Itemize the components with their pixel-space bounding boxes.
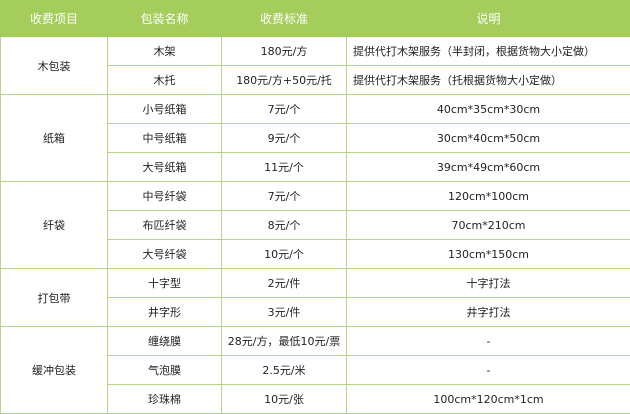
fee-standard-cell: 7元/个 [222, 182, 347, 211]
description-cell: 120cm*100cm [347, 182, 630, 211]
fee-standard-cell: 10元/张 [222, 385, 347, 414]
fee-standard-cell: 9元/个 [222, 124, 347, 153]
package-name-cell: 气泡膜 [108, 356, 222, 385]
description-cell: 130cm*150cm [347, 240, 630, 269]
package-name-cell: 中号纤袋 [108, 182, 222, 211]
package-name-cell: 中号纸箱 [108, 124, 222, 153]
description-cell: - [347, 356, 630, 385]
description-cell: 井字打法 [347, 298, 630, 327]
package-name-cell: 珍珠棉 [108, 385, 222, 414]
group-name: 木包装 [1, 37, 108, 95]
package-name-cell: 井字形 [108, 298, 222, 327]
package-name-cell: 布匹纤袋 [108, 211, 222, 240]
fee-standard-cell: 11元/个 [222, 153, 347, 182]
header-package-name: 包装名称 [108, 1, 222, 37]
description-cell: 70cm*210cm [347, 211, 630, 240]
fee-standard-cell: 180元/方+50元/托 [222, 66, 347, 95]
fee-standard-cell: 7元/个 [222, 95, 347, 124]
header-row: 收费项目 包装名称 收费标准 说明 [1, 1, 630, 37]
description-cell: 十字打法 [347, 269, 630, 298]
fee-standard-cell: 3元/件 [222, 298, 347, 327]
description-cell: 提供代打木架服务（半封闭，根据货物大小定做） [347, 37, 630, 66]
package-name-cell: 大号纤袋 [108, 240, 222, 269]
fee-standard-cell: 180元/方 [222, 37, 347, 66]
header-description: 说明 [347, 1, 630, 37]
header-fee-standard: 收费标准 [222, 1, 347, 37]
package-name-cell: 小号纸箱 [108, 95, 222, 124]
fee-standard-cell: 10元/个 [222, 240, 347, 269]
package-name-cell: 大号纸箱 [108, 153, 222, 182]
group-name: 纸箱 [1, 95, 108, 182]
package-name-cell: 十字型 [108, 269, 222, 298]
package-name-cell: 木架 [108, 37, 222, 66]
description-cell: - [347, 327, 630, 356]
description-cell: 39cm*49cm*60cm [347, 153, 630, 182]
description-cell: 40cm*35cm*30cm [347, 95, 630, 124]
package-name-cell: 缠绕膜 [108, 327, 222, 356]
description-cell: 100cm*120cm*1cm [347, 385, 630, 414]
fee-standard-cell: 28元/方，最低10元/票 [222, 327, 347, 356]
description-cell: 提供代打木架服务（托根据货物大小定做） [347, 66, 630, 95]
group-name: 缓冲包装 [1, 327, 108, 414]
fee-standard-cell: 2元/件 [222, 269, 347, 298]
fee-standard-cell: 8元/个 [222, 211, 347, 240]
group-name: 打包带 [1, 269, 108, 327]
package-name-cell: 木托 [108, 66, 222, 95]
fee-standard-cell: 2.5元/米 [222, 356, 347, 385]
header-fee-item: 收费项目 [1, 1, 108, 37]
group-name: 纤袋 [1, 182, 108, 269]
description-cell: 30cm*40cm*50cm [347, 124, 630, 153]
